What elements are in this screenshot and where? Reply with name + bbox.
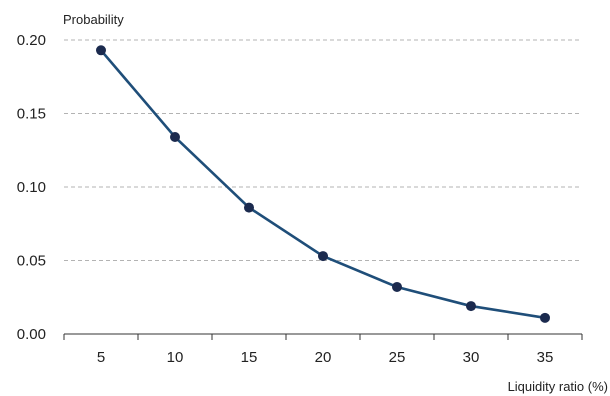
x-axis-ticks: 5 10 15 20 25 30 35: [97, 349, 554, 366]
y-axis-ticks: 0.00 0.05 0.10 0.15 0.20: [17, 32, 46, 343]
y-tick-label-1: 0.05: [17, 253, 46, 270]
x-tick-label-3: 20: [315, 349, 332, 366]
x-tick-label-2: 15: [241, 349, 258, 366]
x-tick-label-6: 35: [537, 349, 554, 366]
series-group: [96, 45, 550, 323]
y-tick-label-2: 0.10: [17, 179, 46, 196]
x-tick-label-1: 10: [167, 349, 184, 366]
axes: [63, 333, 583, 340]
y-tick-label-4: 0.20: [17, 32, 46, 49]
data-point-0-6: [540, 312, 550, 323]
x-axis-title: Liquidity ratio (%): [508, 379, 608, 394]
series-line-0: [100, 49, 546, 320]
y-axis-title: Probability: [63, 12, 124, 27]
data-point-0-0: [96, 45, 106, 56]
data-point-0-1: [170, 132, 180, 143]
x-tick-label-5: 30: [463, 349, 480, 366]
data-point-0-4: [392, 281, 402, 292]
data-point-0-3: [318, 251, 328, 262]
gridlines: [64, 39, 582, 261]
x-tick-label-0: 5: [97, 349, 105, 366]
x-tick-label-4: 25: [389, 349, 406, 366]
y-tick-label-3: 0.15: [17, 106, 46, 123]
y-tick-label-0: 0.00: [17, 326, 46, 343]
data-point-0-2: [244, 202, 254, 213]
data-point-0-5: [466, 301, 476, 312]
